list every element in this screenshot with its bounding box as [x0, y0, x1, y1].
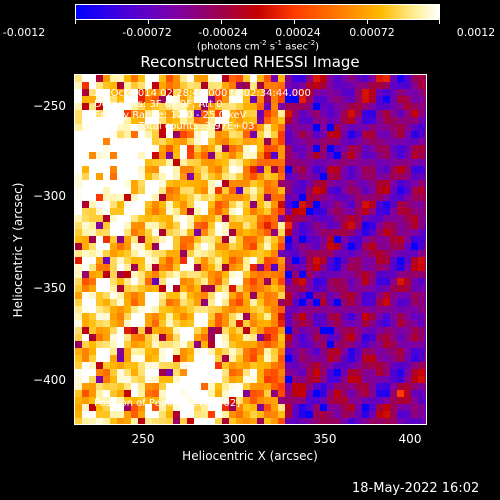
colorbar: [75, 4, 440, 20]
y-tick-label: −250: [33, 99, 66, 113]
x-tick-label: 300: [222, 432, 246, 446]
colorbar-tick: [367, 20, 368, 24]
rhessi-image[interactable]: [74, 74, 427, 425]
info-time-range: 25-Oct-2014 02:28:44.000 to 02:34:44.000: [94, 88, 311, 99]
x-tick-label: 400: [398, 432, 422, 446]
y-tick-label: −400: [33, 373, 66, 387]
timestamp: 18-May-2022 16:02: [352, 481, 480, 496]
colorbar-units: (photons cm-2 s-1 asec-2): [196, 39, 320, 53]
x-tick-label: 250: [131, 432, 155, 446]
info-energy-range: Energy Range: 12.0 - 25.0 keV: [94, 110, 247, 121]
y-axis-label: Heliocentric Y (arcsec): [11, 182, 25, 318]
y-tick-label: −350: [33, 281, 66, 295]
plot-title: Reconstructed RHESSI Image: [140, 53, 360, 71]
colorbar-tick-label: -0.0012: [2, 26, 46, 39]
image-pixels: [75, 75, 426, 424]
x-tick-label: 350: [313, 432, 337, 446]
info-counts: Clean Total counts: 3.97E+03: [94, 121, 255, 132]
colorbar-tick-label: -0.00072: [122, 26, 172, 39]
colorbar-tick-label: 0.00072: [349, 26, 395, 39]
colorbar-tick: [439, 20, 440, 24]
info-detectors: Detectors: 3F 6F 9F, Att 0: [94, 99, 223, 110]
colorbar-tick: [75, 20, 76, 24]
colorbar-tick: [294, 20, 295, 24]
colorbar-tick-label: 0.00024: [275, 26, 321, 39]
y-tick-label: −300: [33, 189, 66, 203]
colorbar-tick: [221, 20, 222, 24]
peak-position-label: Position of Peak = [278,-402]: [94, 398, 241, 409]
x-axis-label: Heliocentric X (arcsec): [182, 449, 318, 463]
colorbar-tick-label: -0.00024: [198, 26, 248, 39]
colorbar-tick-label: 0.0012: [456, 26, 496, 39]
colorbar-tick: [148, 20, 149, 24]
